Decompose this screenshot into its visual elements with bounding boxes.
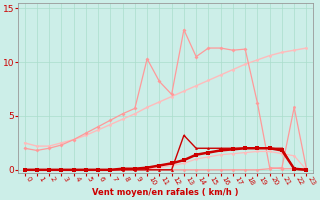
X-axis label: Vent moyen/en rafales ( km/h ): Vent moyen/en rafales ( km/h ) [92,188,239,197]
